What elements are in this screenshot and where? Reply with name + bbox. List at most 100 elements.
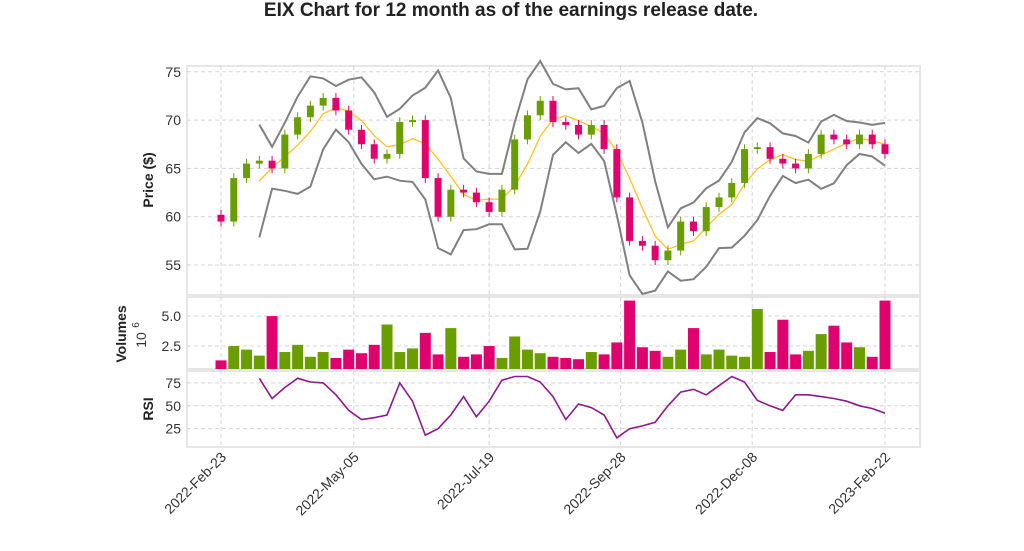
candle-body: [549, 100, 557, 123]
volume-bar: [636, 347, 648, 369]
volume-bar: [828, 325, 840, 369]
volume-scale-exponent: 6: [131, 322, 142, 328]
rsi-y-tick-label: 75: [165, 375, 181, 391]
candle-body: [689, 221, 697, 232]
candle-body: [626, 197, 634, 241]
candle-body: [779, 158, 787, 164]
candle-body: [294, 117, 302, 135]
x-tick-label: 2022-May-05: [292, 449, 362, 519]
candle-body: [868, 134, 876, 145]
price-y-tick-label: 65: [165, 160, 181, 176]
volume-bar: [841, 342, 853, 369]
candle-body: [753, 147, 761, 150]
candle-body: [638, 240, 646, 246]
volume-bar: [879, 300, 891, 369]
candle-body: [332, 97, 340, 111]
price-y-tick-label: 75: [165, 64, 181, 80]
bollinger-upper-line: [258, 59, 886, 230]
volume-bar: [368, 344, 380, 369]
volume-bar: [534, 353, 546, 369]
volume-bar: [866, 356, 878, 369]
volume-bar: [560, 357, 572, 369]
volume-bar: [407, 348, 419, 369]
candle-body: [677, 221, 685, 251]
candle-body: [523, 115, 531, 140]
volume-bar: [483, 346, 495, 369]
volume-bar: [496, 357, 508, 369]
volume-bar: [355, 353, 367, 369]
candle-body: [281, 134, 289, 169]
x-tick-label: 2022-Feb-23: [161, 449, 229, 517]
volume-scale-label: 10: [133, 332, 149, 348]
sma-line: [258, 107, 886, 251]
rsi-panel-frame: [186, 370, 921, 448]
candle-body: [702, 207, 710, 232]
x-tick-label: 2022-Dec-08: [692, 449, 761, 518]
rsi-y-tick-label: 50: [165, 398, 181, 414]
volume-bar: [573, 359, 585, 369]
candle-body: [830, 134, 838, 140]
volume-bar: [330, 357, 342, 369]
price-y-tick-label: 70: [165, 112, 181, 128]
volume-bar: [343, 349, 355, 369]
candle-body: [243, 163, 251, 179]
volume-bar: [547, 356, 559, 369]
volume-bar: [585, 352, 597, 369]
candle-body: [485, 202, 493, 212]
candle-body: [613, 149, 621, 198]
x-tick-label: 2022-Jul-19: [434, 449, 498, 513]
rsi-axis-label: RSI: [140, 397, 156, 420]
candle-body: [855, 134, 863, 145]
volume-bar: [739, 356, 751, 369]
volume-bar: [419, 332, 431, 369]
volume-bar: [764, 352, 776, 369]
volume-bar: [509, 336, 521, 369]
volume-y-tick-label: 5.0: [162, 308, 182, 324]
volume-bar: [228, 346, 240, 369]
volume-bar: [521, 349, 533, 369]
volume-bar: [394, 352, 406, 369]
volume-y-tick-label: 2.5: [162, 338, 182, 354]
volume-bar: [470, 354, 482, 369]
x-tick-label: 2023-Feb-22: [825, 449, 893, 517]
volume-bar: [266, 316, 278, 369]
volume-bar: [445, 328, 457, 369]
candle-body: [345, 110, 353, 130]
volume-bar: [700, 354, 712, 369]
candle-body: [817, 134, 825, 154]
volume-bar: [649, 350, 661, 369]
price-y-tick-label: 60: [165, 209, 181, 225]
volume-bar: [432, 354, 444, 369]
candle-body: [575, 124, 583, 135]
candle-body: [804, 153, 812, 169]
volume-bar: [279, 352, 291, 369]
candle-body: [728, 182, 736, 198]
candle-body: [447, 189, 455, 217]
volume-bar: [802, 350, 814, 369]
volume-bar: [853, 347, 865, 369]
volume-bar: [292, 344, 304, 369]
candle-body: [460, 189, 468, 193]
volume-axis-label: Volumes: [113, 305, 129, 363]
x-tick-label: 2022-Sep-28: [560, 449, 629, 518]
bollinger-lower-line: [258, 128, 886, 296]
candle-body: [357, 129, 365, 145]
volume-bar: [304, 356, 316, 369]
volume-bar: [662, 356, 674, 369]
candle-body: [306, 105, 314, 118]
candle-body: [472, 192, 480, 203]
volume-bar: [598, 354, 610, 369]
candle-body: [562, 122, 570, 125]
rsi-y-tick-label: 25: [165, 421, 181, 437]
candle-body: [230, 178, 238, 222]
volume-bar: [215, 360, 227, 369]
candle-body: [409, 120, 417, 123]
candle-body: [498, 189, 506, 212]
rsi-line: [258, 375, 886, 439]
candle-body: [511, 139, 519, 190]
candle-body: [792, 163, 800, 169]
volume-bar: [458, 356, 470, 369]
candle-body: [421, 120, 429, 179]
candle-body: [434, 178, 442, 217]
volume-bar: [751, 308, 763, 369]
